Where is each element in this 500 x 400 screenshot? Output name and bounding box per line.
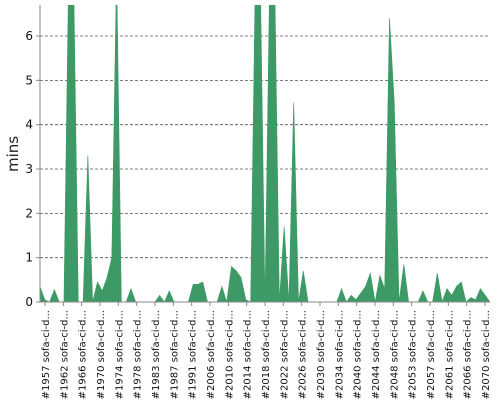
x-tick-label: #2026 sofa-ci-d... [298, 310, 309, 399]
x-tick-label: #2030 sofa-ci-d... [316, 310, 327, 399]
x-tick-label: #2070 sofa-ci-d... [481, 310, 492, 399]
x-tick-label: #2048 sofa-ci-d... [389, 310, 400, 399]
x-tick-label: #2034 sofa-ci-d... [334, 310, 345, 399]
area-series [40, 5, 490, 302]
x-tick-label: #1983 sofa-ci-d... [151, 310, 162, 399]
x-tick-label: #2044 sofa-ci-d... [371, 310, 382, 399]
x-tick-label: #1974 sofa-ci-d... [114, 310, 125, 399]
x-tick-label: #1987 sofa-ci-d... [169, 310, 180, 399]
y-tick-label: 5 [25, 73, 33, 87]
y-tick-label: 0 [25, 295, 33, 309]
x-tick-label: #2022 sofa-ci-d... [279, 310, 290, 399]
x-tick-label: #1970 sofa-ci-d... [96, 310, 107, 399]
x-tick-label: #2057 sofa-ci-d... [426, 310, 437, 399]
x-tick-labels: #1957 sofa-ci-d... #1962 sofa-ci-d... #196… [41, 310, 492, 399]
x-tick-label: #2040 sofa-ci-d... [353, 310, 364, 399]
x-tick-label: #2010 sofa-ci-d... [224, 310, 235, 399]
y-tick-label: 6 [25, 29, 33, 43]
y-tick-label: 1 [25, 251, 33, 265]
y-tick-label: 4 [25, 118, 33, 132]
x-tick-label: #1962 sofa-ci-d... [59, 310, 70, 399]
series-area [40, 5, 490, 302]
x-tick-label: #2066 sofa-ci-d... [463, 310, 474, 399]
y-tick-label: 2 [25, 206, 33, 220]
x-tick-label: #1978 sofa-ci-d... [133, 310, 144, 399]
x-tick-label: #2018 sofa-ci-d... [261, 310, 272, 399]
x-tick-label: #1966 sofa-ci-d... [78, 310, 89, 399]
x-tick-label: #2006 sofa-ci-d... [206, 310, 217, 399]
gridlines [40, 35, 490, 259]
x-tick-label: #2053 sofa-ci-d... [408, 310, 419, 399]
y-tick-labels: 0 1 2 3 4 5 6 [25, 29, 33, 309]
x-tick-label: #1991 sofa-ci-d... [188, 310, 199, 399]
x-tick-label: #1957 sofa-ci-d... [41, 310, 52, 399]
axes [36, 5, 490, 306]
x-tick-label: #2014 sofa-ci-d... [243, 310, 254, 399]
y-tick-label: 3 [25, 162, 33, 176]
y-axis-title: mins [4, 136, 22, 172]
x-tick-label: #2061 sofa-ci-d... [444, 310, 455, 399]
